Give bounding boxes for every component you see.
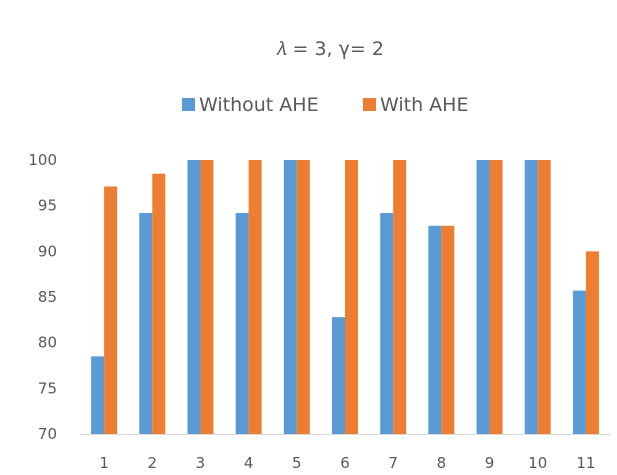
y-tick-label: 90	[38, 242, 57, 260]
y-tick-label: 75	[38, 379, 57, 397]
bar-with-ahe-6	[345, 160, 358, 434]
x-tick-label: 1	[99, 454, 109, 472]
bar-without-ahe-8	[428, 226, 441, 434]
bar-with-ahe-3	[200, 160, 213, 434]
bar-without-ahe-3	[187, 160, 200, 434]
bar-with-ahe-10	[538, 160, 551, 434]
legend-swatch-without-ahe	[182, 98, 195, 111]
bar-without-ahe-10	[525, 160, 538, 434]
bars-group	[91, 160, 599, 434]
legend-swatch-with-ahe	[363, 98, 376, 111]
bar-without-ahe-4	[236, 213, 249, 434]
y-tick-label: 70	[38, 425, 57, 443]
chart-title: 𝜆 = 3, γ= 2	[276, 38, 384, 60]
bar-without-ahe-11	[573, 291, 586, 434]
bar-with-ahe-4	[249, 160, 262, 434]
x-tick-label: 6	[340, 454, 350, 472]
x-axis: 1 2 3 4 5 6 7 8 9 10 11	[80, 435, 610, 473]
bar-without-ahe-6	[332, 317, 345, 434]
x-tick-label: 10	[528, 454, 547, 472]
x-tick-label: 4	[244, 454, 254, 472]
chart-legend: Without AHE With AHE	[182, 94, 468, 116]
x-tick-label: 11	[576, 454, 595, 472]
bar-with-ahe-2	[152, 174, 165, 434]
y-tick-label: 95	[38, 197, 57, 215]
bar-without-ahe-5	[284, 160, 297, 434]
bar-without-ahe-1	[91, 356, 104, 434]
legend-label-without-ahe: Without AHE	[199, 94, 319, 116]
bar-without-ahe-9	[477, 160, 490, 434]
x-tick-label: 8	[437, 454, 447, 472]
bar-with-ahe-5	[297, 160, 310, 434]
bar-with-ahe-9	[490, 160, 503, 434]
y-tick-label: 80	[38, 334, 57, 352]
y-axis: 70 75 80 85 90 95 100	[28, 151, 57, 443]
bar-with-ahe-8	[441, 226, 454, 434]
y-tick-label: 85	[38, 288, 57, 306]
x-tick-label: 3	[196, 454, 206, 472]
x-tick-label: 2	[147, 454, 157, 472]
bar-with-ahe-1	[104, 186, 117, 434]
bar-without-ahe-2	[139, 213, 152, 434]
bar-with-ahe-7	[393, 160, 406, 434]
bar-with-ahe-11	[586, 251, 599, 434]
x-tick-label: 7	[388, 454, 398, 472]
x-tick-label: 9	[485, 454, 495, 472]
bar-without-ahe-7	[380, 213, 393, 434]
x-tick-label: 5	[292, 454, 302, 472]
legend-label-with-ahe: With AHE	[380, 94, 468, 116]
y-tick-label: 100	[28, 151, 57, 169]
